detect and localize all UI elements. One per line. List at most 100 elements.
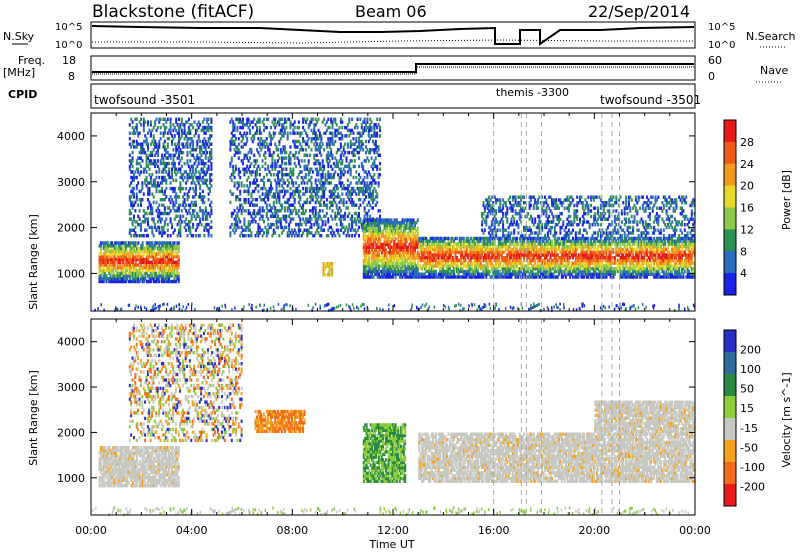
echo-cell xyxy=(156,220,159,224)
echo-cell xyxy=(365,170,367,174)
echo-cell xyxy=(379,214,381,218)
echo-cell xyxy=(362,128,365,133)
echo-cell xyxy=(236,181,239,185)
echo-cell xyxy=(296,189,299,194)
echo-cell xyxy=(283,189,286,194)
echo-cell xyxy=(130,257,133,262)
echo-cell xyxy=(124,266,127,270)
echo-cell xyxy=(166,274,169,278)
echo-cell xyxy=(142,148,145,152)
echo-cell xyxy=(260,228,263,232)
echo-cell xyxy=(338,217,341,221)
echo-cell xyxy=(177,257,180,262)
echo-cell xyxy=(128,137,131,141)
echo-cell xyxy=(261,142,264,146)
echo-cell xyxy=(240,159,243,163)
echo-cell xyxy=(310,167,313,171)
echo-cell xyxy=(178,142,180,146)
echo-cell xyxy=(330,120,333,124)
echo-cell xyxy=(261,145,264,149)
echo-cell xyxy=(416,226,419,230)
echo-cell xyxy=(148,241,151,245)
echo-cell xyxy=(265,189,268,194)
echo-cell xyxy=(327,142,330,146)
echo-cell xyxy=(267,195,270,199)
echo-cell xyxy=(196,145,199,149)
echo-cell xyxy=(272,195,275,199)
echo-cell xyxy=(163,198,166,202)
echo-cell xyxy=(183,161,186,166)
echo-cell xyxy=(193,214,196,218)
echo-cell xyxy=(270,164,272,169)
echo-cell xyxy=(199,206,202,210)
echo-cell xyxy=(169,279,172,284)
echo-cell xyxy=(134,131,137,135)
echo-cell xyxy=(179,150,182,155)
echo-cell xyxy=(147,257,150,262)
echo-cell xyxy=(156,153,159,157)
echo-cell xyxy=(351,217,354,221)
echo-cell xyxy=(155,175,158,180)
echo-cell xyxy=(341,181,344,185)
echo-cell xyxy=(147,181,149,185)
echo-cell xyxy=(118,277,120,281)
echo-cell xyxy=(204,148,207,152)
echo-cell xyxy=(147,120,149,124)
echo-cell xyxy=(359,203,362,207)
echo-cell xyxy=(328,137,331,141)
echo-cell xyxy=(261,159,264,163)
echo-cell xyxy=(169,257,172,262)
echo-cell xyxy=(131,274,134,278)
echo-cell xyxy=(176,195,179,199)
echo-cell xyxy=(141,150,144,155)
echo-cell xyxy=(355,231,358,235)
echo-cell xyxy=(116,263,119,267)
echo-cell xyxy=(111,268,113,273)
echo-cell xyxy=(235,137,237,141)
echo-cell xyxy=(204,153,207,157)
echo-cell xyxy=(281,161,284,166)
echo-cell xyxy=(187,137,190,141)
echo-cell xyxy=(339,209,342,213)
echo-cell xyxy=(267,231,270,235)
echo-cell xyxy=(182,186,185,191)
echo-cell xyxy=(154,225,157,230)
echo-cell xyxy=(182,203,185,207)
echo-cell xyxy=(352,150,355,155)
echo-cell xyxy=(138,279,141,284)
echo-cell xyxy=(120,249,123,253)
echo-cell xyxy=(344,125,347,130)
echo-cell xyxy=(154,252,157,256)
echo-cell xyxy=(261,139,264,144)
echo-cell xyxy=(158,120,161,124)
echo-cell xyxy=(335,228,338,232)
echo-cell xyxy=(104,255,107,259)
echo-cell xyxy=(138,234,141,238)
echo-cell xyxy=(155,145,158,149)
echo-cell xyxy=(204,131,207,135)
echo-cell xyxy=(196,128,199,133)
echo-cell xyxy=(229,225,232,230)
echo-cell xyxy=(192,170,195,174)
echo-cell xyxy=(111,274,113,278)
echo-cell xyxy=(296,211,299,216)
echo-cell xyxy=(285,173,288,177)
echo-cell xyxy=(323,200,326,205)
echo-cell xyxy=(128,217,131,221)
echo-cell xyxy=(207,123,210,127)
echo-cell xyxy=(270,134,272,138)
echo-cell xyxy=(161,231,164,235)
echo-cell xyxy=(126,260,129,264)
echo-cell xyxy=(155,263,158,267)
echo-cell xyxy=(349,170,352,174)
echo-cell xyxy=(140,260,143,264)
echo-cell xyxy=(207,167,210,171)
echo-cell xyxy=(173,228,176,232)
echo-cell xyxy=(243,234,246,238)
echo-cell xyxy=(134,274,137,278)
echo-cell xyxy=(197,125,200,130)
echo-cell xyxy=(323,167,326,171)
echo-cell xyxy=(353,228,356,232)
echo-cell xyxy=(168,206,171,210)
echo-cell xyxy=(292,203,295,207)
